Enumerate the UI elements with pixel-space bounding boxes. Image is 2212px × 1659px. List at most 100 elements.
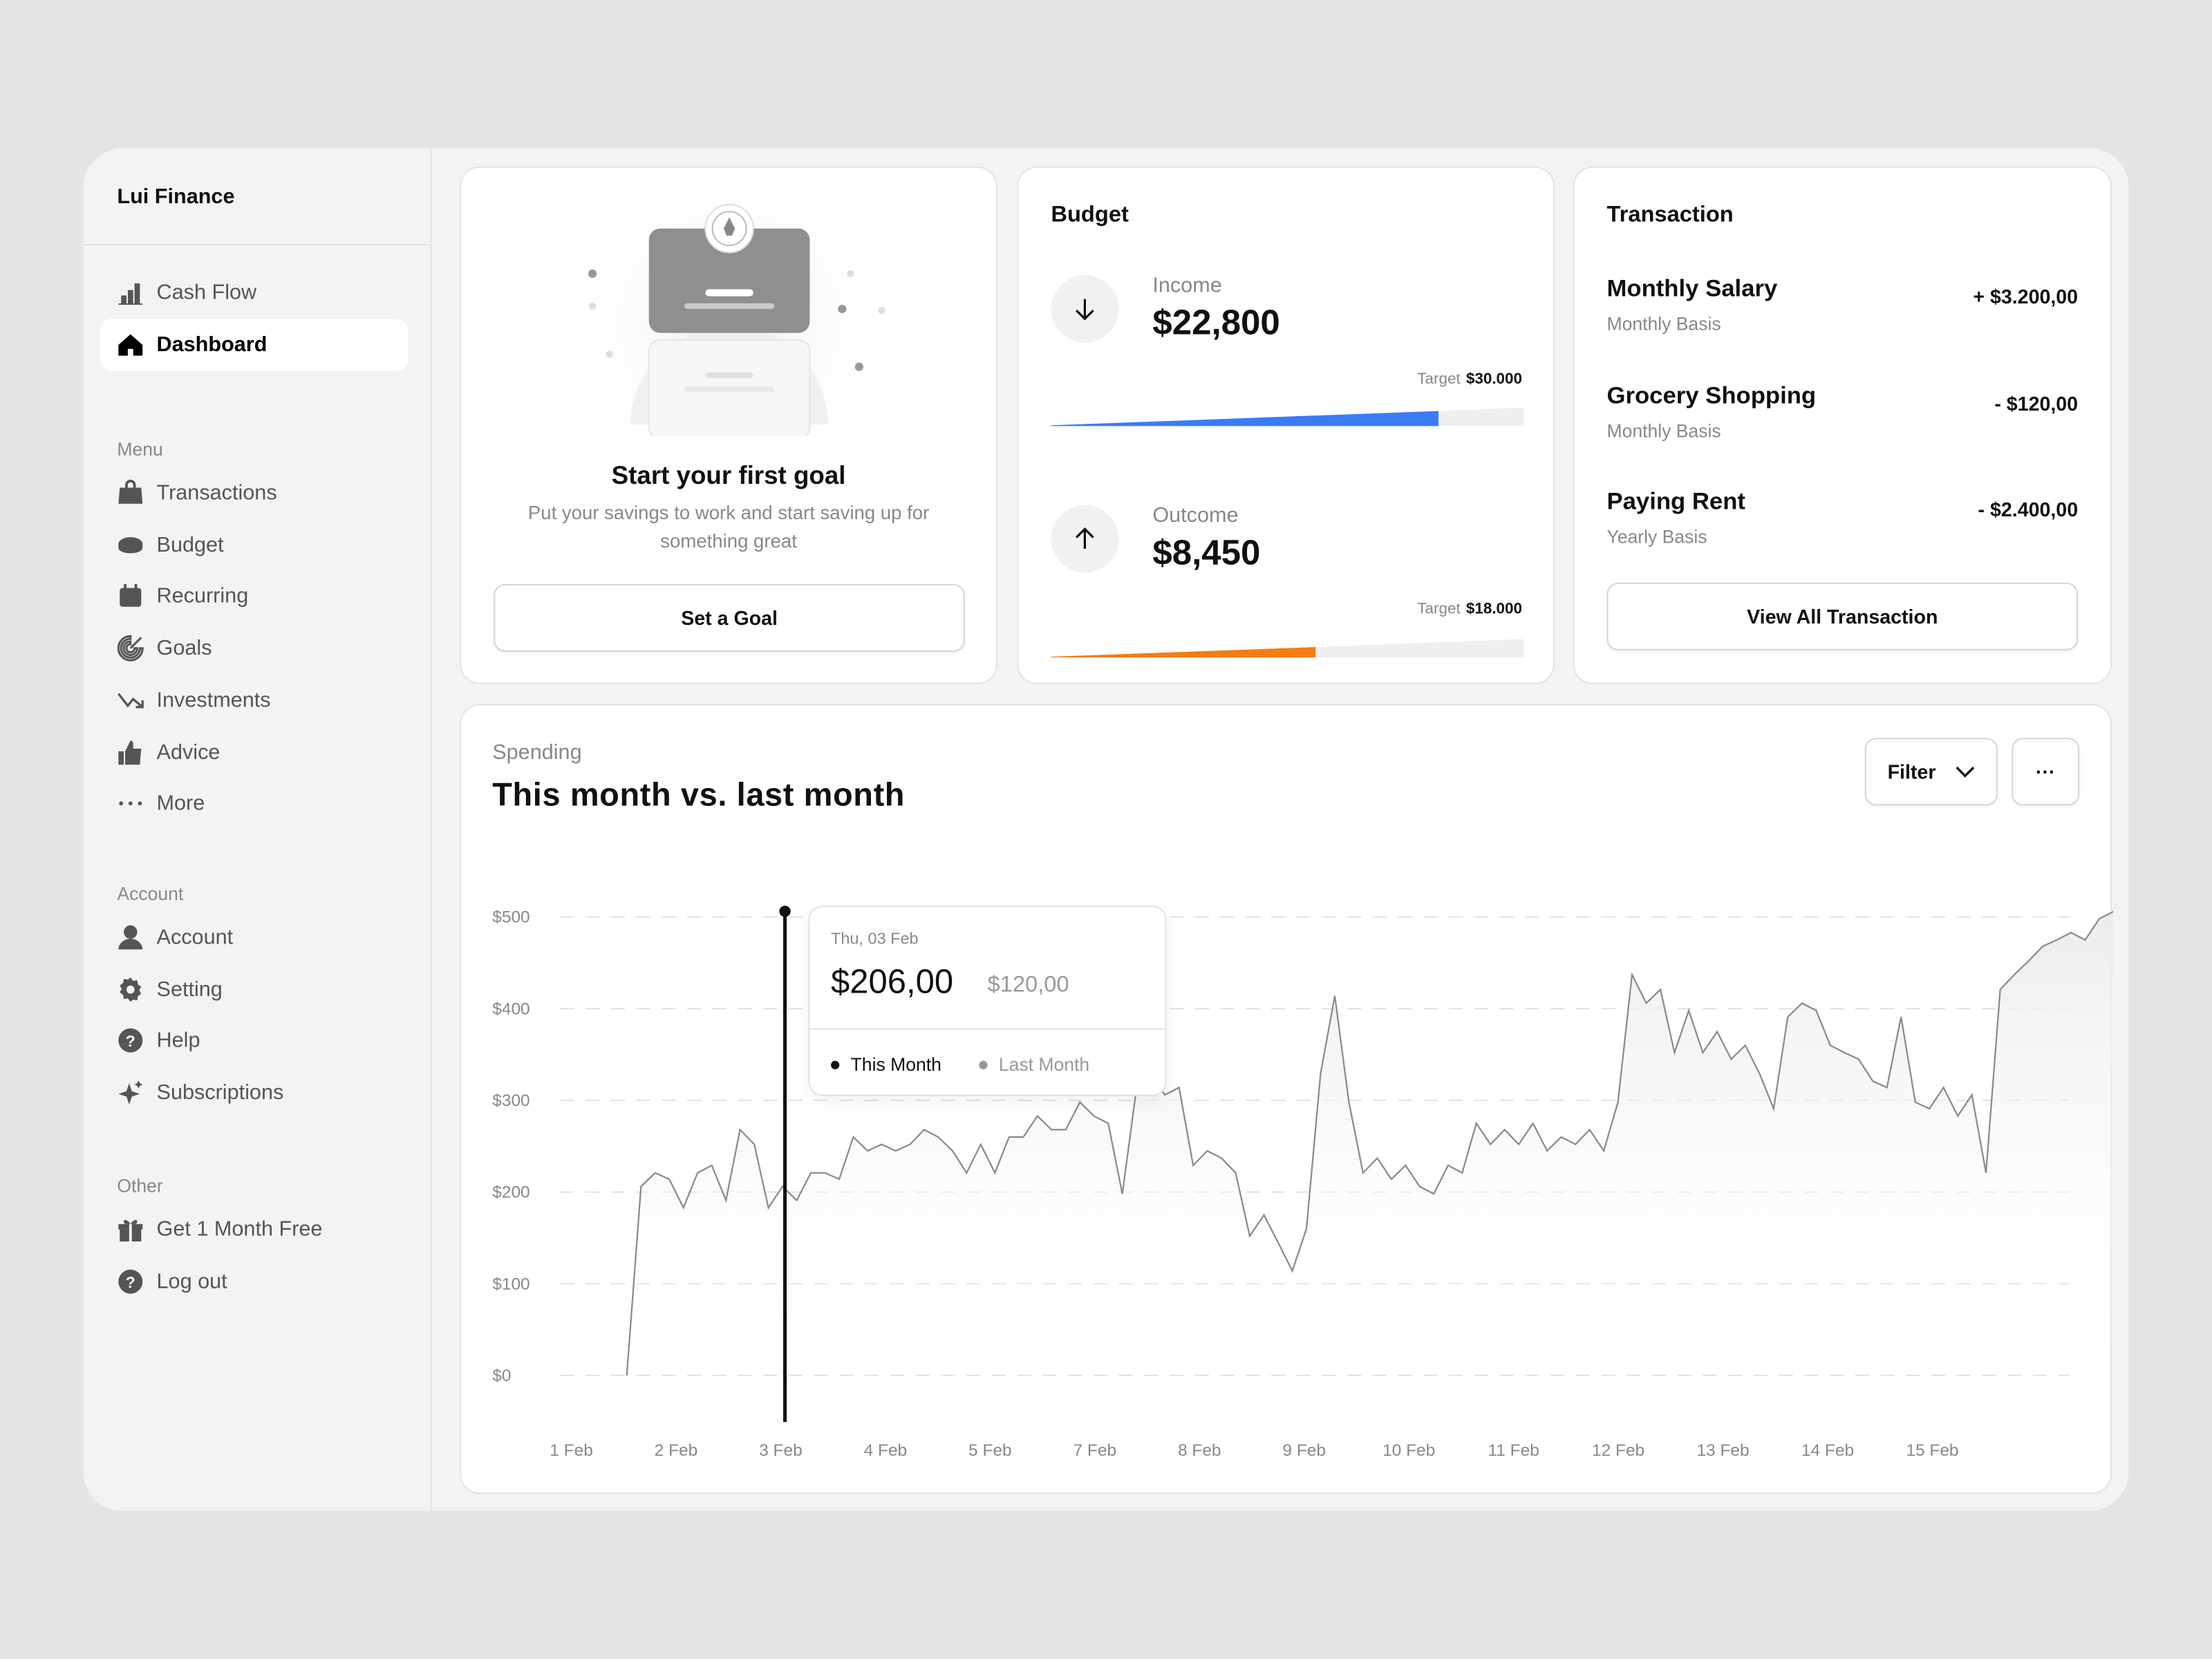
sparkle-icon: [118, 1080, 143, 1105]
sidebar-item-subscriptions[interactable]: Subscriptions: [100, 1067, 408, 1119]
goal-description: Put your savings to work and start savin…: [527, 502, 930, 552]
filter-button[interactable]: Filter: [1864, 738, 1998, 806]
view-all-transactions-button[interactable]: View All Transaction: [1606, 582, 2079, 650]
x-tick-label: 12 Feb: [1592, 1441, 1644, 1460]
sidebar-item-label: Account: [156, 925, 234, 950]
divider: [83, 244, 431, 246]
x-tick-label: 13 Feb: [1696, 1441, 1749, 1460]
chevron-down-icon: [1956, 766, 1975, 778]
sidebar-item-label: Log out: [156, 1269, 227, 1293]
sidebar-item-account[interactable]: Account: [100, 911, 408, 964]
sidebar-item-label: Help: [156, 1029, 200, 1053]
outcome-target-label: Target: [1417, 601, 1461, 618]
goal-illustration: [553, 167, 906, 436]
x-tick-label: 2 Feb: [655, 1441, 698, 1460]
income-target-value: $30.000: [1465, 371, 1523, 388]
sidebar-item-label: Advice: [156, 740, 221, 765]
x-tick-label: 4 Feb: [864, 1441, 908, 1460]
sidebar-item-dashboard[interactable]: Dashboard: [100, 319, 408, 371]
set-goal-button[interactable]: Set a Goal: [494, 583, 965, 652]
spending-chart: $500 $400 $300 $200 $100 $0 1 Feb 2 Feb 3 Feb 4 F…: [492, 906, 2114, 1460]
chart-bar-icon: [118, 283, 143, 305]
more-options-button[interactable]: ···: [2012, 738, 2080, 806]
y-tick-label: $500: [492, 908, 529, 927]
sidebar-item-label: Get 1 Month Free: [156, 1217, 323, 1241]
sidebar-item-label: Recurring: [156, 584, 249, 609]
x-tick-label: 9 Feb: [1282, 1441, 1326, 1460]
svg-text:?: ?: [126, 1273, 135, 1291]
sidebar-item-label: Cash Flow: [156, 281, 257, 305]
app-window: Lui Finance Cash Flow Dashboard Transactio…: [83, 148, 2129, 1511]
filter-label: Filter: [1887, 760, 1936, 783]
sidebar-item-advice[interactable]: Advice: [100, 726, 408, 778]
transaction-title: Transaction: [1606, 203, 1734, 227]
tooltip-date: Thu, 03 Feb: [831, 930, 919, 948]
x-tick-label: 10 Feb: [1382, 1441, 1435, 1460]
sidebar-item-label: Transactions: [156, 480, 277, 505]
legend-last-label: Last Month: [998, 1053, 1090, 1076]
spending-title: This month vs. last month: [492, 776, 906, 813]
arrow-up-icon: [1051, 505, 1119, 573]
x-tick-label: 5 Feb: [968, 1441, 1012, 1460]
y-tick-label: $0: [492, 1367, 511, 1385]
user-icon: [118, 925, 143, 950]
sidebar-item-investments[interactable]: Investments: [100, 674, 408, 727]
legend-this-month: This Month: [831, 1053, 941, 1075]
legend-this-label: This Month: [850, 1053, 941, 1076]
y-tick-label: $300: [492, 1091, 529, 1110]
sidebar-item-cash-flow[interactable]: Cash Flow: [100, 267, 408, 319]
x-tick-label: 3 Feb: [759, 1441, 803, 1460]
sidebar-item-get-1-month-free[interactable]: Get 1 Month Free: [100, 1203, 408, 1256]
y-tick-label: $200: [492, 1183, 529, 1202]
transaction-amount: + $3.200,00: [1973, 285, 2079, 308]
income-label: Income: [1152, 273, 1222, 298]
sidebar-item-label: Goals: [156, 636, 212, 661]
app-name: Lui Finance: [117, 185, 235, 209]
sidebar-item-transactions[interactable]: Transactions: [100, 467, 408, 520]
transaction-name: Paying Rent: [1606, 488, 1745, 515]
outcome-target: Target $18.000: [1417, 601, 1522, 617]
sidebar-item-label: Setting: [156, 977, 223, 1002]
spending-label: Spending: [492, 740, 582, 765]
sidebar-item-more[interactable]: More: [100, 778, 408, 830]
income-target: Target $30.000: [1417, 371, 1522, 388]
transaction-frequency: Yearly Basis: [1606, 526, 1707, 547]
gift-icon: [118, 1219, 143, 1242]
transaction-frequency: Monthly Basis: [1606, 420, 1721, 441]
x-tick-label: 15 Feb: [1906, 1441, 1958, 1460]
sidebar-item-help[interactable]: ? Help: [100, 1015, 408, 1067]
trend-icon: [118, 693, 144, 709]
sidebar-item-setting[interactable]: Setting: [100, 963, 408, 1015]
transaction-card: Transaction Monthly Salary Monthly Basis +…: [1573, 166, 2112, 684]
sidebar-item-recurring[interactable]: Recurring: [100, 570, 408, 623]
logout-icon: ?: [118, 1268, 143, 1293]
income-value: $22,800: [1152, 303, 1280, 343]
transaction-amount: - $2.400,00: [1978, 498, 2079, 521]
transaction-amount: - $120,00: [1994, 391, 2079, 414]
section-menu: Menu: [117, 438, 163, 460]
gear-icon: [120, 977, 142, 1002]
sidebar-item-goals[interactable]: Goals: [100, 622, 408, 675]
sidebar-item-label: More: [156, 791, 205, 816]
divider: [809, 1028, 1165, 1030]
sidebar-item-budget[interactable]: Budget: [100, 518, 408, 571]
sidebar-item-label: Investments: [156, 688, 271, 713]
home-icon: [118, 334, 143, 356]
chart-tooltip: Thu, 03 Feb $206,00 $120,00 This Month L…: [808, 906, 1167, 1096]
transaction-frequency: Monthly Basis: [1606, 313, 1721, 335]
highlight-dot: [779, 906, 791, 917]
outcome-value: $8,450: [1152, 533, 1261, 573]
x-tick-label: 1 Feb: [550, 1441, 593, 1460]
area-fill: [626, 911, 2114, 1376]
x-tick-label: 8 Feb: [1178, 1441, 1221, 1460]
income-progress-bar: [1051, 407, 1524, 427]
income-target-label: Target: [1417, 371, 1461, 388]
sidebar-item-log-out[interactable]: ? Log out: [100, 1255, 408, 1308]
svg-text:?: ?: [126, 1033, 135, 1051]
outcome-label: Outcome: [1152, 503, 1239, 528]
target-icon: [117, 635, 144, 662]
x-tick-label: 11 Feb: [1488, 1441, 1539, 1460]
spending-card: Spending This month vs. last month Filte…: [460, 704, 2114, 1494]
section-account: Account: [117, 883, 184, 905]
bag-icon: [118, 479, 143, 504]
